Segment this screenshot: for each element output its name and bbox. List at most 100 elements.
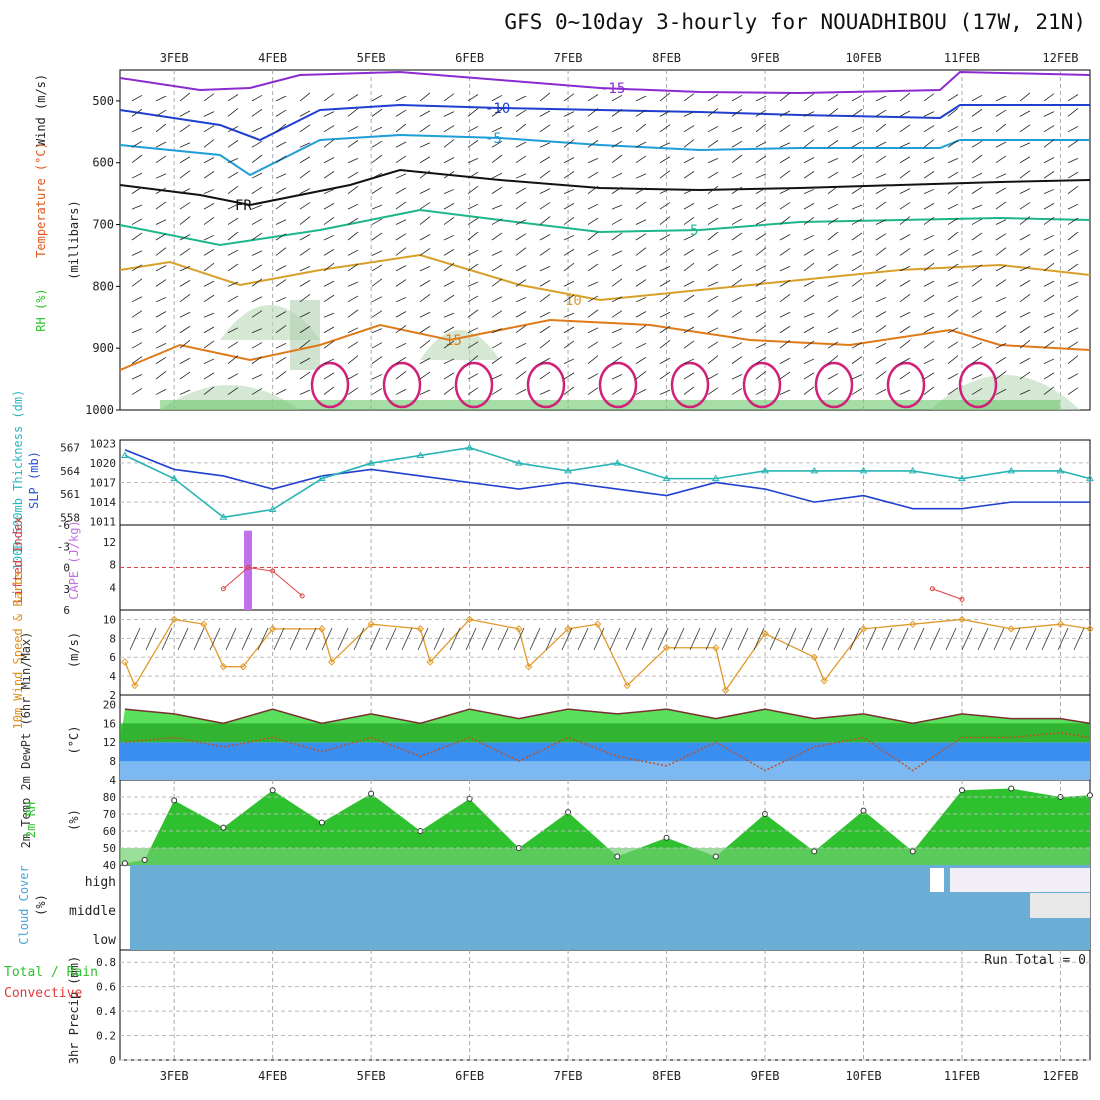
wind-barb <box>683 386 695 395</box>
wind-barb <box>251 310 263 318</box>
pressure-tick: 600 <box>92 156 114 170</box>
wind-barb <box>731 218 743 225</box>
rh-point <box>368 790 375 797</box>
wind-barb <box>563 340 575 349</box>
wind-barb <box>755 141 767 148</box>
dewpoint-line <box>124 732 1091 772</box>
wind-barb <box>275 311 287 318</box>
wind-barb <box>251 218 263 225</box>
wind-barb <box>323 139 335 148</box>
wind-barb <box>515 155 527 164</box>
thickness-tick: 564 <box>60 465 80 478</box>
wind-barb <box>947 249 959 256</box>
wind-barb <box>419 389 431 395</box>
wind-barb <box>755 279 767 287</box>
wind-barb <box>971 108 983 117</box>
wind-barb <box>659 266 671 272</box>
wind-barb <box>491 278 503 287</box>
thickness-point <box>514 459 523 466</box>
wind-barb <box>251 140 263 148</box>
wind-barb <box>851 140 863 148</box>
thickness-point <box>613 459 622 466</box>
wind-barb <box>563 326 575 334</box>
wind-barb-10m <box>657 627 669 651</box>
wind-barb <box>155 219 167 225</box>
wind-barb <box>611 204 623 210</box>
wind-barb <box>635 155 647 164</box>
wind-barb <box>131 342 143 349</box>
wind-barb <box>419 357 431 364</box>
wind-barb <box>203 111 215 117</box>
wind-speed-point <box>1086 625 1094 633</box>
wind-barb <box>467 108 479 117</box>
wind-barb-10m <box>385 627 397 651</box>
wind-barb <box>659 202 671 210</box>
wind-barb <box>755 247 767 256</box>
wind-barb <box>203 312 215 318</box>
wind-barb <box>491 94 503 102</box>
wind-barb <box>899 188 911 194</box>
wind-barb <box>491 342 503 349</box>
wind-barb <box>731 154 743 164</box>
wind-barb <box>1043 111 1055 117</box>
wind-barb <box>947 373 959 380</box>
wind-barb <box>155 109 167 117</box>
wind-barb <box>1043 157 1055 164</box>
wind-barb <box>155 123 167 133</box>
wind-barb-10m <box>369 627 381 651</box>
wind-barb <box>947 341 959 349</box>
temperature-contour <box>119 208 1091 247</box>
wind-barb <box>875 265 887 272</box>
wind-barb <box>995 311 1007 318</box>
wind-barb <box>179 339 191 349</box>
wind-barb-10m <box>161 627 173 651</box>
wind-barb <box>587 171 599 179</box>
wind-barb <box>851 278 863 287</box>
rh-point <box>141 856 148 863</box>
wind-barb <box>1019 142 1031 148</box>
wind-barb-10m <box>465 627 477 651</box>
panel-frame-precip <box>119 949 1091 1061</box>
wind-barb <box>875 141 887 148</box>
wind-barb <box>1043 340 1055 349</box>
wind-barb <box>563 203 575 210</box>
wind-barb <box>971 204 983 210</box>
wind-barb <box>515 173 527 179</box>
cape-bar <box>244 530 253 610</box>
wind-barb <box>827 355 839 364</box>
wind-barb <box>779 202 791 210</box>
wind-barb <box>131 264 143 272</box>
wind-barb <box>947 295 959 303</box>
wind-barb <box>227 355 239 364</box>
wind-barb <box>827 94 839 102</box>
wind-barb <box>803 294 815 303</box>
rh-tick: 50 <box>103 842 116 855</box>
wind-barb-10m <box>225 627 237 651</box>
wind-speed-point <box>564 625 572 633</box>
axis-label: (millibars) <box>67 200 81 279</box>
wind-speed-point <box>367 620 375 628</box>
wind-barb <box>587 387 599 395</box>
wind-barb <box>971 94 983 102</box>
wind-barb <box>251 278 263 287</box>
wind-barb <box>851 374 863 380</box>
wind-barb <box>347 281 359 287</box>
wind-barb <box>755 265 767 272</box>
wind-barb <box>275 219 287 225</box>
thickness-point <box>958 474 966 482</box>
wind-barb <box>491 186 503 194</box>
axis-label: 1000-500mb Thickness (dm) <box>11 390 25 571</box>
series-line-slp <box>124 449 1090 510</box>
rh-point <box>958 787 965 794</box>
wind-barb <box>323 217 335 225</box>
axis-label: SLP (mb) <box>27 451 41 509</box>
date-label-top: 9FEB <box>751 51 780 65</box>
axis-label: (°C) <box>67 726 81 755</box>
wind-barb <box>659 156 671 164</box>
wind-barb <box>371 140 383 148</box>
wind-barb <box>875 155 887 164</box>
precip-tick: 0 <box>109 1054 116 1067</box>
thickness-point <box>170 474 179 482</box>
wind-barb <box>827 140 839 148</box>
wind-barb <box>947 203 959 210</box>
